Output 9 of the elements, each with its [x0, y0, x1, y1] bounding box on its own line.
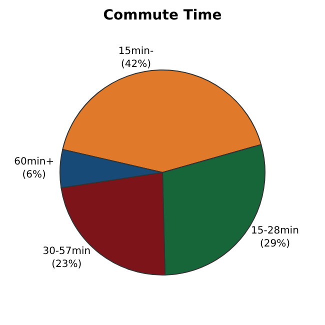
- slice-label: 30-57min: [42, 246, 91, 258]
- slice-label: 15min-: [118, 46, 154, 58]
- slice-label: 15-28min: [251, 226, 299, 237]
- slice-label: 60min+: [14, 156, 54, 168]
- data-label: (42%): [121, 59, 152, 70]
- data-label: (29%): [260, 238, 290, 250]
- data-label: (23%): [52, 259, 82, 270]
- chart-title: Commute Time: [103, 8, 222, 24]
- data-label: (6%): [22, 170, 46, 181]
